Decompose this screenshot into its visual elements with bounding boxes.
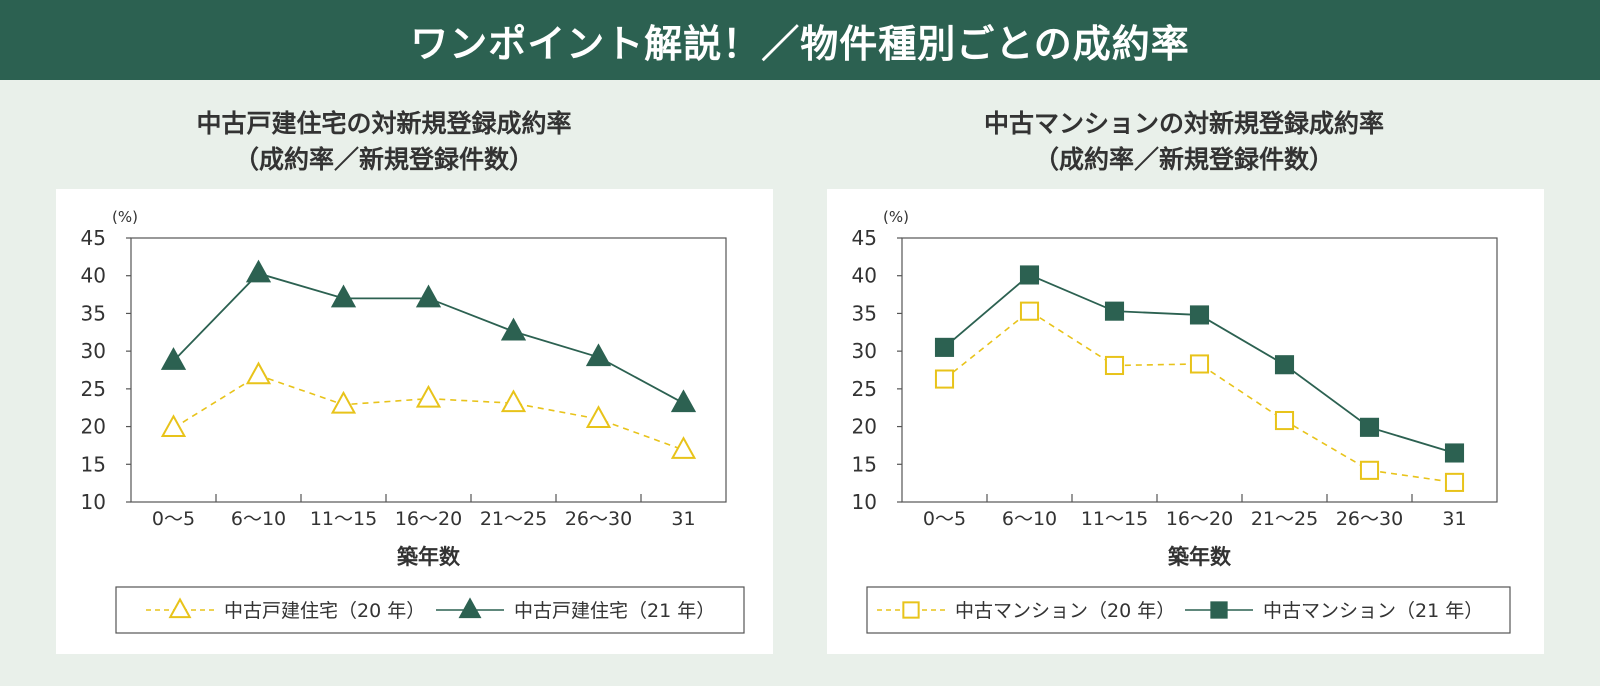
- legend-marker-1: [1210, 601, 1228, 619]
- data-point-marker: [1019, 301, 1040, 321]
- legend-label-0: 中古マンション（20 年）: [955, 600, 1175, 622]
- data-point-marker: [670, 436, 697, 459]
- data-point-marker: [415, 284, 442, 308]
- y-tick-label: 40: [852, 264, 877, 288]
- chart-panel-detached-house: 10 15 20 25 30 35 40 45 (%) 0～5 6～10 11～15 16～20 21～2…: [56, 189, 773, 654]
- legend-marker-0: [902, 601, 920, 619]
- data-point-marker: [1189, 305, 1210, 325]
- y-axis-unit: (%): [883, 208, 909, 226]
- chart-title-line2: （成約率／新規登録件数）: [233, 145, 534, 174]
- data-point-marker: [1189, 354, 1210, 374]
- legend-box: [115, 586, 745, 634]
- x-tick-label: 16～20: [395, 508, 462, 530]
- data-point-marker: [160, 414, 187, 438]
- legend-marker-1: [458, 597, 482, 619]
- chart-detached-house: 10 15 20 25 30 35 40 45 (%) 0～5 6～10 11～15 16～20 21～2…: [81, 208, 745, 634]
- data-point-marker: [585, 343, 612, 367]
- x-tick-label: 21～25: [1251, 508, 1318, 530]
- data-point-marker: [245, 259, 272, 283]
- data-point-marker: [670, 389, 697, 413]
- header-banner: ワンポイント解説！／物件種別ごとの成約率: [0, 0, 1600, 80]
- y-tick-label: 40: [81, 264, 106, 288]
- legend-label-1: 中古マンション（21 年）: [1263, 600, 1483, 622]
- x-tick-label: 6～10: [1002, 508, 1057, 530]
- y-tick-label: 10: [81, 490, 106, 514]
- data-point-marker: [1359, 460, 1380, 480]
- data-point-marker: [330, 390, 357, 414]
- data-point-marker: [500, 317, 527, 341]
- series-line-0: [944, 310, 1455, 484]
- data-point-marker: [1444, 443, 1465, 463]
- data-point-marker: [500, 389, 527, 413]
- chart-condominium: 10 15 20 25 30 35 40 45 (%) 0～5 6～10 11～15 16～20 21～2…: [852, 208, 1511, 634]
- data-point-marker: [1444, 472, 1465, 492]
- x-axis-title: 築年数: [396, 545, 461, 569]
- y-tick-label: 20: [852, 415, 877, 439]
- plot-area-frame: [130, 237, 727, 503]
- x-tick-label: 11～15: [1081, 508, 1148, 530]
- y-tick-label: 30: [81, 339, 106, 363]
- data-point-marker: [1274, 355, 1295, 375]
- data-point-marker: [934, 369, 955, 389]
- chart-title-detached-house: 中古戸建住宅の対新規登録成約率 （成約率／新規登録件数）: [4, 106, 764, 178]
- x-tick-label: 26～30: [565, 508, 632, 530]
- legend-label-1: 中古戸建住宅（21 年）: [514, 600, 715, 622]
- data-point-marker: [585, 405, 612, 429]
- y-tick-label: 35: [852, 301, 877, 325]
- data-point-marker: [415, 384, 442, 408]
- chart-title-line1: 中古戸建住宅の対新規登録成約率: [196, 109, 572, 138]
- x-tick-label: 21～25: [480, 508, 547, 530]
- x-tick-label: 31: [671, 508, 695, 530]
- plot-area-frame: [901, 237, 1498, 503]
- y-tick-label: 20: [81, 415, 106, 439]
- x-axis-title: 築年数: [1167, 545, 1232, 569]
- x-tick-label: 0～5: [923, 508, 966, 530]
- x-tick-label: 6～10: [231, 508, 286, 530]
- chart-title-line2: （成約率／新規登録件数）: [1033, 145, 1334, 174]
- y-tick-label: 15: [852, 452, 877, 476]
- chart-title-condominium: 中古マンションの対新規登録成約率 （成約率／新規登録件数）: [804, 106, 1564, 178]
- x-tick-label: 31: [1442, 508, 1466, 530]
- x-tick-label: 26～30: [1336, 508, 1403, 530]
- data-point-marker: [330, 284, 357, 308]
- y-tick-label: 25: [81, 377, 106, 401]
- data-point-marker: [245, 361, 272, 385]
- y-tick-label: 45: [81, 226, 106, 250]
- data-point-marker: [1104, 355, 1125, 376]
- data-point-marker: [934, 337, 955, 357]
- legend-marker-0: [168, 597, 192, 619]
- x-tick-label: 11～15: [310, 508, 377, 530]
- data-point-marker: [160, 347, 187, 370]
- x-tick-label: 0～5: [152, 508, 195, 530]
- data-point-marker: [1359, 417, 1380, 437]
- y-tick-label: 25: [852, 377, 877, 401]
- y-axis-unit: (%): [112, 208, 138, 226]
- y-tick-label: 15: [81, 452, 106, 476]
- legend-label-0: 中古戸建住宅（20 年）: [224, 600, 425, 622]
- chart-panel-condominium: 10 15 20 25 30 35 40 45 (%) 0～5 6～10 11～15 16～20 21～2…: [827, 189, 1544, 654]
- y-tick-label: 30: [852, 339, 877, 363]
- y-tick-label: 45: [852, 226, 877, 250]
- y-tick-label: 35: [81, 301, 106, 325]
- chart-title-line1: 中古マンションの対新規登録成約率: [983, 109, 1384, 138]
- y-tick-label: 10: [852, 490, 877, 514]
- data-point-marker: [1274, 410, 1295, 431]
- x-tick-label: 16～20: [1166, 508, 1233, 530]
- data-point-marker: [1104, 301, 1125, 321]
- data-point-marker: [1019, 265, 1040, 285]
- banner-title: ワンポイント解説！／物件種別ごとの成約率: [410, 21, 1190, 66]
